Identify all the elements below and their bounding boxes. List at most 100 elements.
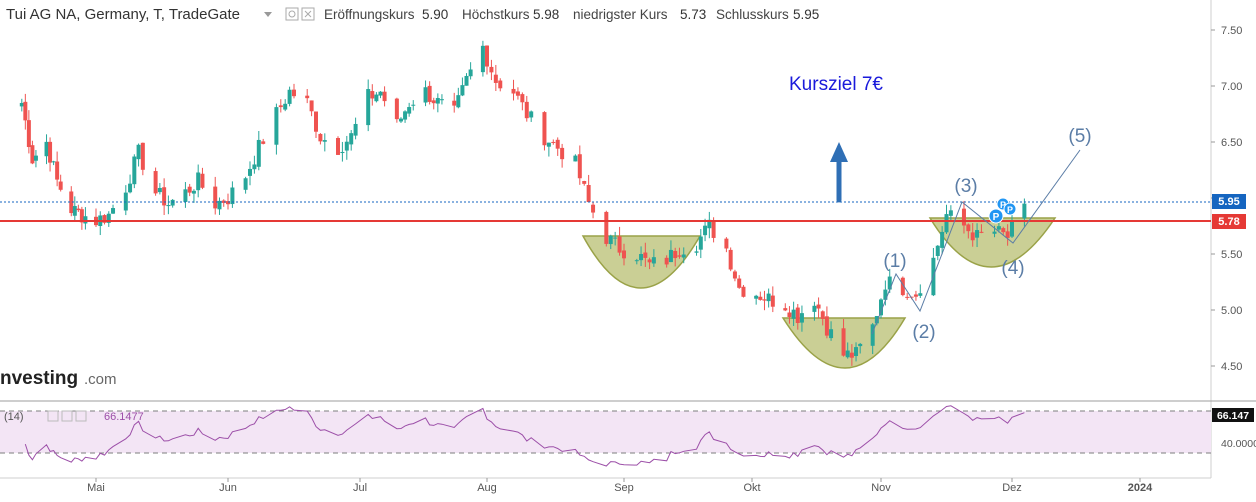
candle (344, 135, 349, 160)
candle (604, 210, 609, 247)
candle (314, 111, 318, 138)
candle (795, 303, 800, 330)
candle (577, 145, 582, 185)
candle (370, 84, 375, 106)
candle (69, 186, 74, 217)
candle (456, 87, 461, 109)
time-tick-label: Mai (87, 482, 105, 494)
candle (529, 110, 534, 122)
rsi-line (24, 405, 1025, 467)
price-tick-label: 7.00 (1221, 81, 1242, 93)
candle (153, 167, 158, 196)
candle (542, 111, 547, 151)
price-tick-label: 4.50 (1221, 361, 1242, 373)
rsi-close-icon[interactable] (75, 410, 87, 422)
support-price-tag: 5.78 (1212, 214, 1246, 229)
svg-text:P: P (993, 212, 1000, 223)
settings-icon[interactable] (285, 7, 299, 21)
candle (309, 100, 314, 117)
candle (639, 246, 644, 267)
candle (252, 155, 257, 174)
candle (591, 202, 596, 219)
rsi-layer (24, 405, 1025, 467)
pivot-marker-1[interactable]: P (988, 208, 1004, 224)
candle (318, 133, 323, 145)
candle (754, 294, 759, 305)
candle (681, 247, 686, 264)
target-label: Kursziel 7€ (789, 74, 883, 95)
candle (975, 223, 980, 248)
candle (1005, 224, 1010, 246)
candle (256, 131, 261, 171)
time-tick-label: Sep (614, 482, 634, 494)
pivot-marker-3[interactable]: P (1003, 202, 1017, 216)
candle (900, 276, 905, 297)
candle (378, 91, 383, 99)
candle (435, 93, 440, 113)
candle (940, 226, 945, 255)
candle (820, 310, 825, 326)
candle (439, 94, 444, 105)
price-tick-label: 6.50 (1221, 137, 1242, 149)
candle (791, 301, 796, 326)
instrument-title[interactable]: Tui AG NA, Germany, T, TradeGate (6, 6, 240, 23)
chevron-down-icon[interactable] (264, 12, 272, 17)
candles (19, 40, 1027, 366)
candle (398, 117, 403, 123)
candle (102, 214, 107, 225)
rsi-settings-icon[interactable] (47, 410, 59, 422)
logo-brand: nvesting (0, 368, 78, 389)
candle (83, 207, 88, 230)
candle (353, 117, 358, 140)
rsi-period: (14) (4, 411, 24, 423)
candle (200, 167, 205, 190)
candle (79, 206, 84, 230)
candle (480, 40, 485, 77)
candle (841, 319, 846, 357)
support-price-value: 5.78 (1218, 216, 1239, 228)
candle (707, 211, 712, 239)
candle (48, 137, 53, 172)
rsi-axis-value: 66.147 (1217, 410, 1249, 422)
time-tick-label: Jun (219, 482, 237, 494)
candle (643, 242, 648, 267)
candle (166, 195, 171, 215)
candle (961, 200, 966, 234)
candle (812, 301, 817, 321)
candle (582, 180, 587, 186)
open-value: 5.90 (422, 7, 448, 22)
candle (191, 189, 196, 203)
rsi-visibility-icon[interactable] (61, 410, 73, 422)
candle (305, 89, 310, 104)
candle (51, 160, 56, 166)
candle (170, 199, 175, 208)
candle (560, 143, 565, 168)
candle (573, 154, 578, 162)
candle (403, 110, 408, 123)
candle (322, 133, 327, 152)
visibility-icon[interactable] (301, 7, 315, 21)
wave-count-line[interactable] (871, 149, 1081, 335)
candle (854, 342, 859, 362)
candle (340, 141, 345, 162)
candle (741, 284, 746, 298)
rsi-value-tag: 66.147 (1212, 408, 1254, 422)
last-price-tag: 5.95 (1212, 194, 1246, 209)
up-arrow-icon (830, 142, 848, 203)
time-tick-label: Dez (1002, 482, 1022, 494)
candle (651, 249, 656, 267)
candle (55, 151, 60, 187)
candle (23, 93, 28, 130)
price-tick-label: 5.50 (1221, 249, 1242, 261)
candle (26, 110, 31, 154)
candle (283, 99, 288, 112)
candle (30, 140, 35, 165)
candle (905, 292, 910, 300)
low-label: niedrigster Kurs (573, 7, 668, 22)
candle (217, 197, 222, 215)
candle (647, 257, 652, 270)
candle (136, 143, 141, 167)
candle (485, 45, 489, 75)
